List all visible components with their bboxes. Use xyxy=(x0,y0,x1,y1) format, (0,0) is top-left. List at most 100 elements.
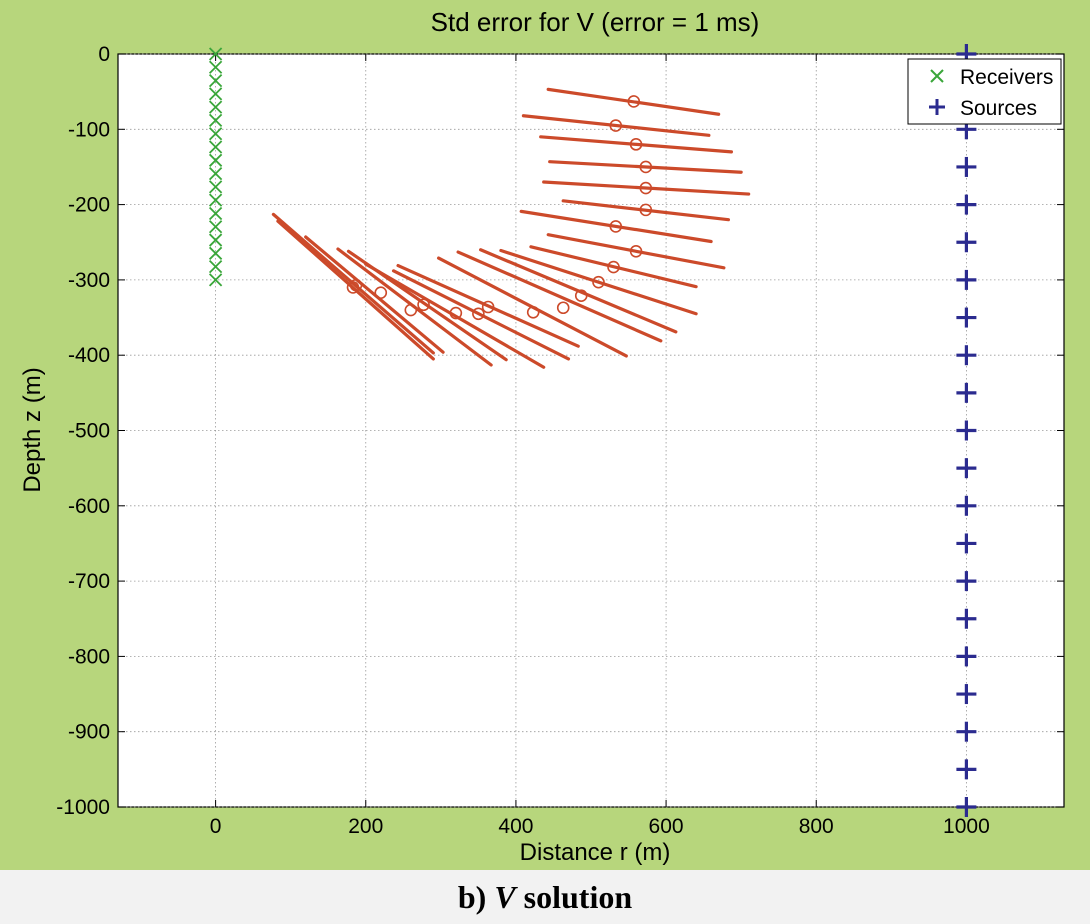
error-center-marker xyxy=(629,244,643,258)
error-center-marker xyxy=(526,305,540,319)
receiver-marker-stroke xyxy=(208,180,223,194)
source-marker xyxy=(956,345,977,366)
legend-sources-label: Sources xyxy=(960,97,1037,120)
receiver-marker xyxy=(208,166,223,181)
y-tick-label: -400 xyxy=(68,344,110,367)
error-line xyxy=(499,248,698,316)
error-center-marker xyxy=(374,286,388,300)
source-marker xyxy=(956,684,977,705)
error-line xyxy=(561,199,730,222)
error-line xyxy=(364,262,546,369)
error-center-marker xyxy=(609,220,623,233)
receiver-marker-stroke xyxy=(208,87,223,101)
error-line xyxy=(548,160,743,174)
receiver-marker xyxy=(208,127,223,141)
receiver-marker xyxy=(208,73,223,88)
source-marker xyxy=(956,194,977,215)
receiver-marker xyxy=(208,140,223,154)
x-tick-label: 400 xyxy=(498,815,533,838)
source-marker xyxy=(956,571,977,592)
error-line xyxy=(519,209,713,244)
source-marker xyxy=(956,608,977,629)
grid xyxy=(118,53,1064,808)
receiver-marker xyxy=(208,246,223,260)
x-tick-label: 200 xyxy=(348,815,383,838)
caption-suffix: solution xyxy=(523,879,633,915)
receiver-marker-stroke xyxy=(208,220,223,234)
caption-prefix: b) xyxy=(457,879,487,915)
source-marker xyxy=(956,797,977,817)
figure-caption: b) V solution xyxy=(0,870,1090,920)
error-center-marker xyxy=(481,300,495,314)
error-center-marker xyxy=(592,275,605,289)
error-center-marker xyxy=(627,95,641,108)
receivers-series xyxy=(208,47,223,287)
source-marker xyxy=(956,269,977,290)
receiver-marker-stroke xyxy=(208,193,223,207)
error-line xyxy=(546,87,721,116)
x-tick-labels: 0 200 400 600 800 1000 xyxy=(210,815,990,838)
receiver-marker xyxy=(208,87,223,101)
error-center-marker xyxy=(574,289,588,303)
y-tick-label: -200 xyxy=(68,194,110,217)
source-marker xyxy=(956,307,977,328)
error-center-marker xyxy=(639,160,653,174)
receiver-marker xyxy=(208,153,223,167)
receiver-marker-stroke xyxy=(208,246,223,260)
error-center-marker xyxy=(404,303,418,317)
source-marker xyxy=(956,759,977,780)
receiver-marker-stroke xyxy=(208,153,223,167)
error-line xyxy=(542,180,751,196)
receiver-marker xyxy=(208,233,223,247)
receiver-marker xyxy=(208,180,223,194)
y-tick-label: -900 xyxy=(68,721,110,744)
legend-receivers-marker xyxy=(930,69,944,83)
legend: Receivers Sources xyxy=(907,58,1062,125)
error-estimates xyxy=(271,87,751,369)
receiver-marker-stroke xyxy=(208,73,223,88)
error-line xyxy=(546,233,726,270)
legend-box xyxy=(907,58,1062,125)
receiver-marker xyxy=(208,193,223,207)
receiver-marker-stroke xyxy=(208,100,223,114)
error-center-marker xyxy=(472,307,485,321)
receiver-marker-stroke xyxy=(208,233,223,247)
source-marker xyxy=(956,156,977,177)
y-tick-label: -500 xyxy=(68,420,110,443)
error-center-marker xyxy=(629,138,643,151)
error-center-marker xyxy=(556,301,570,315)
x-tick-label: 800 xyxy=(799,815,834,838)
receiver-marker xyxy=(208,100,223,114)
receiver-marker-stroke xyxy=(208,273,223,287)
y-tick-label: 0 xyxy=(98,43,110,66)
y-tick-label: -800 xyxy=(68,645,110,668)
x-axis-label: Distance r (m) xyxy=(520,839,671,866)
x-tick-label: 600 xyxy=(649,815,684,838)
error-center-marker xyxy=(417,298,430,312)
error-line xyxy=(539,135,733,154)
receiver-marker xyxy=(208,260,223,274)
y-tick-labels: 0 -100 -200 -300 -400 -500 -600 -700 -800 -900 -10… xyxy=(56,43,110,819)
y-tick-label: -300 xyxy=(68,269,110,292)
receiver-marker xyxy=(208,47,223,61)
error-line xyxy=(304,235,445,354)
receiver-marker-stroke xyxy=(208,127,223,141)
source-marker xyxy=(956,721,977,742)
receiver-marker-stroke xyxy=(208,140,223,154)
receiver-marker-stroke xyxy=(208,260,223,274)
error-line xyxy=(271,212,435,355)
error-line xyxy=(456,250,663,343)
chart-title: Std error for V (error = 1 ms) xyxy=(431,7,760,37)
error-line xyxy=(391,269,571,361)
receiver-marker xyxy=(208,206,223,221)
x-tick-label: 1000 xyxy=(943,815,990,838)
receiver-marker-stroke xyxy=(208,166,223,181)
error-center-marker xyxy=(639,181,653,195)
error-line xyxy=(346,249,508,362)
source-marker xyxy=(956,420,977,441)
x-tick-label: 0 xyxy=(210,815,222,838)
error-line xyxy=(396,263,580,348)
source-marker xyxy=(956,533,977,554)
y-tick-label: -700 xyxy=(68,570,110,593)
error-center-marker xyxy=(346,281,360,294)
